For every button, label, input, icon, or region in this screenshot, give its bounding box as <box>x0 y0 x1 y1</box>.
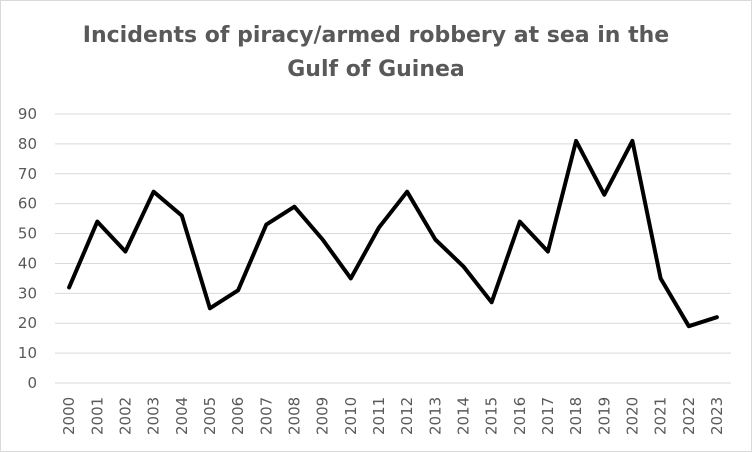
x-tick-label: 2016 <box>511 397 529 435</box>
x-tick-label: 2014 <box>454 397 472 435</box>
y-tick-label: 20 <box>18 314 37 332</box>
chart-title: Incidents of piracy/armed robbery at sea… <box>1 19 751 87</box>
x-tick-label: 2003 <box>145 397 163 435</box>
x-tick-label: 2001 <box>88 397 106 435</box>
chart-title-line-1: Incidents of piracy/armed robbery at sea… <box>82 23 670 48</box>
y-tick-label: 10 <box>18 344 37 362</box>
x-tick-label: 2018 <box>567 397 585 435</box>
x-tick-label: 2019 <box>595 397 613 435</box>
x-tick-label: 2007 <box>257 397 275 435</box>
x-tick-label: 2013 <box>426 397 444 435</box>
y-tick-label: 40 <box>18 254 37 272</box>
chart-title-line-2: Gulf of Guinea <box>287 57 465 82</box>
x-tick-label: 2005 <box>201 397 219 435</box>
x-tick-label: 2010 <box>342 397 360 435</box>
y-tick-label: 90 <box>18 105 37 123</box>
y-tick-label: 60 <box>18 195 37 213</box>
x-tick-label: 2022 <box>680 397 698 435</box>
x-tick-label: 2015 <box>483 397 501 435</box>
y-tick-label: 80 <box>18 135 37 153</box>
y-tick-label: 30 <box>18 284 37 302</box>
x-tick-label: 2023 <box>708 397 726 435</box>
x-tick-label: 2002 <box>116 397 134 435</box>
x-tick-label: 2000 <box>60 397 78 435</box>
y-tick-label: 50 <box>18 225 37 243</box>
x-tick-label: 2017 <box>539 397 557 435</box>
y-tick-label: 0 <box>27 374 37 392</box>
x-tick-label: 2009 <box>314 397 332 435</box>
x-tick-label: 2006 <box>229 397 247 435</box>
x-tick-label: 2011 <box>370 397 388 435</box>
x-tick-label: 2008 <box>285 397 303 435</box>
x-tick-label: 2020 <box>623 397 641 435</box>
series-line <box>67 138 719 329</box>
x-tick-label: 2012 <box>398 397 416 435</box>
x-tick-label: 2004 <box>173 397 191 435</box>
x-tick-label: 2021 <box>652 397 670 435</box>
y-tick-label: 70 <box>18 165 37 183</box>
